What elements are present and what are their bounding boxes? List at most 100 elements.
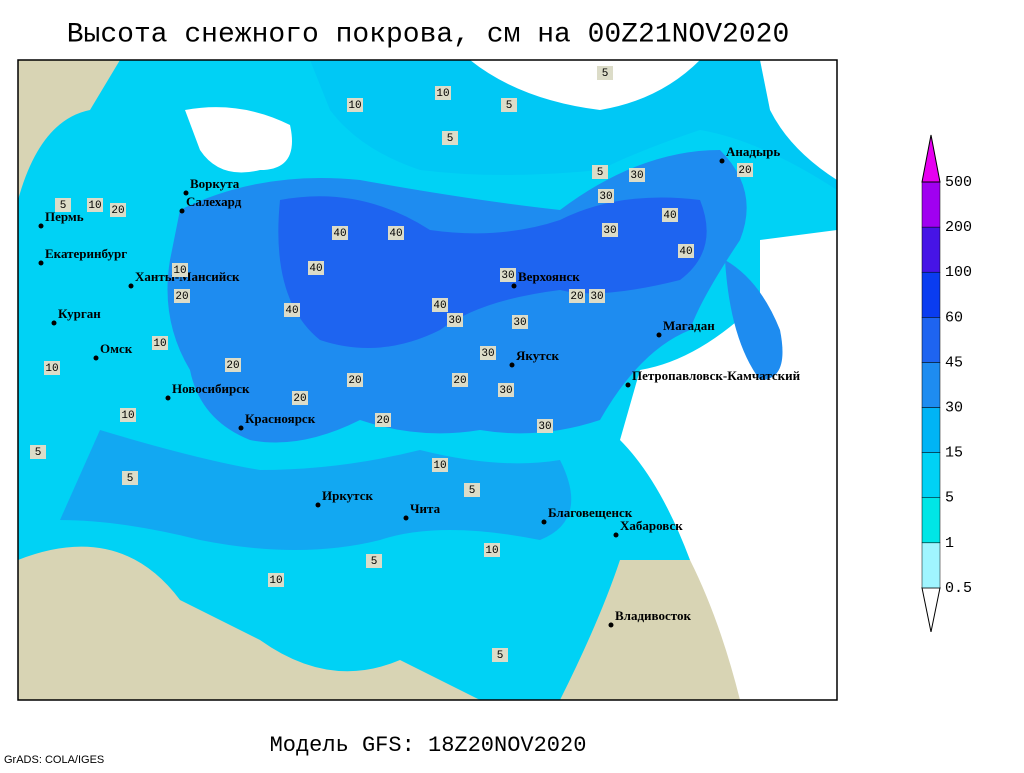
city-dot: [511, 283, 517, 289]
legend-label: 500: [945, 174, 972, 191]
city-dot: [315, 502, 321, 508]
bare-land: [18, 546, 480, 700]
contour-label-bg: [332, 226, 348, 240]
contour-label-bg: [597, 66, 613, 80]
city-label: Якутск: [516, 348, 560, 363]
contour-label: 30: [481, 348, 494, 360]
city-label: Омск: [100, 341, 133, 356]
contour-label: 5: [127, 473, 134, 485]
legend-box: [921, 497, 941, 544]
contour-label: 10: [45, 363, 58, 375]
contour-label-bg: [174, 289, 190, 303]
contour-label-bg: [442, 131, 458, 145]
city-dot: [38, 260, 44, 266]
contour-label: 20: [226, 360, 239, 372]
city-dot: [128, 283, 134, 289]
city-dot: [165, 395, 171, 401]
city-label: Екатеринбург: [45, 246, 127, 261]
legend-box: [921, 407, 941, 453]
contour-label-bg: [366, 554, 382, 568]
contour-label: 40: [679, 246, 692, 258]
contour-label: 5: [447, 133, 454, 145]
contour-label: 5: [597, 167, 604, 179]
contour-label-bg: [432, 298, 448, 312]
contour-label: 20: [111, 205, 124, 217]
sea: [470, 60, 700, 110]
legend-box: [921, 271, 941, 318]
legend-label: 0.5: [945, 580, 972, 597]
contour-label: 10: [485, 545, 498, 557]
city-dot: [183, 190, 189, 196]
contour-label: 20: [376, 415, 389, 427]
city-dot: [719, 158, 725, 164]
legend-box: [921, 226, 941, 273]
contour-label-bg: [447, 313, 463, 327]
contour-label: 10: [153, 338, 166, 350]
map: ВоркутаСалехардПермьЕкатеринбургХанты-Ма…: [17, 59, 838, 701]
contour-label: 40: [333, 228, 346, 240]
contour-label: 5: [469, 485, 476, 497]
city-dot: [608, 622, 614, 628]
contour-label-bg: [308, 261, 324, 275]
city-label: Петропавловск-Камчатский: [632, 368, 801, 383]
contour-label: 20: [738, 165, 751, 177]
legend-low: [921, 587, 941, 633]
legend-box: [921, 452, 941, 498]
legend-label: 30: [945, 399, 963, 416]
contour-label: 30: [538, 421, 551, 433]
contour-label-bg: [152, 336, 168, 350]
city-label: Салехард: [186, 194, 242, 209]
contour-label-bg: [480, 346, 496, 360]
city-label: Чита: [410, 501, 441, 516]
contour-label: 10: [433, 460, 446, 472]
contour-label: 20: [453, 375, 466, 387]
title: Высота снежного покрова, см на 00Z21NOV2…: [67, 19, 790, 50]
contour-label: 30: [499, 385, 512, 397]
contour-label-bg: [120, 408, 136, 422]
city-label: Анадырь: [726, 144, 780, 159]
contour-label-bg: [30, 445, 46, 459]
contour-label-bg: [347, 98, 363, 112]
city-dot: [93, 355, 99, 361]
contour-label-bg: [87, 198, 103, 212]
contour-label-bg: [629, 168, 645, 182]
contour-label: 40: [285, 305, 298, 317]
contour-label-bg: [110, 203, 126, 217]
contour-label: 20: [293, 393, 306, 405]
contour-label-bg: [598, 189, 614, 203]
city-dot: [38, 223, 44, 229]
contour-label: 20: [570, 291, 583, 303]
kamchatka: [725, 260, 783, 380]
legend-box: [921, 181, 941, 228]
contour-label: 10: [436, 88, 449, 100]
contour-label-bg: [268, 573, 284, 587]
contour-label-bg: [464, 483, 480, 497]
contour-label-bg: [284, 303, 300, 317]
city-label: Воркута: [190, 176, 240, 191]
contour-label-bg: [375, 413, 391, 427]
contour-label: 10: [269, 575, 282, 587]
city-dot: [51, 320, 57, 326]
city-label: Иркутск: [322, 488, 373, 503]
city-dot: [509, 362, 515, 368]
contour-label: 30: [590, 291, 603, 303]
contour-label-bg: [512, 315, 528, 329]
contour-label: 40: [389, 228, 402, 240]
city-dot: [625, 382, 631, 388]
contour-label: 5: [35, 447, 42, 459]
contour-label-bg: [225, 358, 241, 372]
contour-label-bg: [55, 198, 71, 212]
city-label: Курган: [58, 306, 101, 321]
contour-label: 30: [513, 317, 526, 329]
contour-label-bg: [498, 383, 514, 397]
contour-label: 40: [663, 210, 676, 222]
legend-label: 45: [945, 354, 963, 371]
legend-label: 60: [945, 309, 963, 326]
city-dot: [613, 532, 619, 538]
contour-label-bg: [592, 165, 608, 179]
contour-label: 30: [501, 270, 514, 282]
legend-box: [921, 362, 941, 408]
contour-label: 5: [497, 650, 504, 662]
